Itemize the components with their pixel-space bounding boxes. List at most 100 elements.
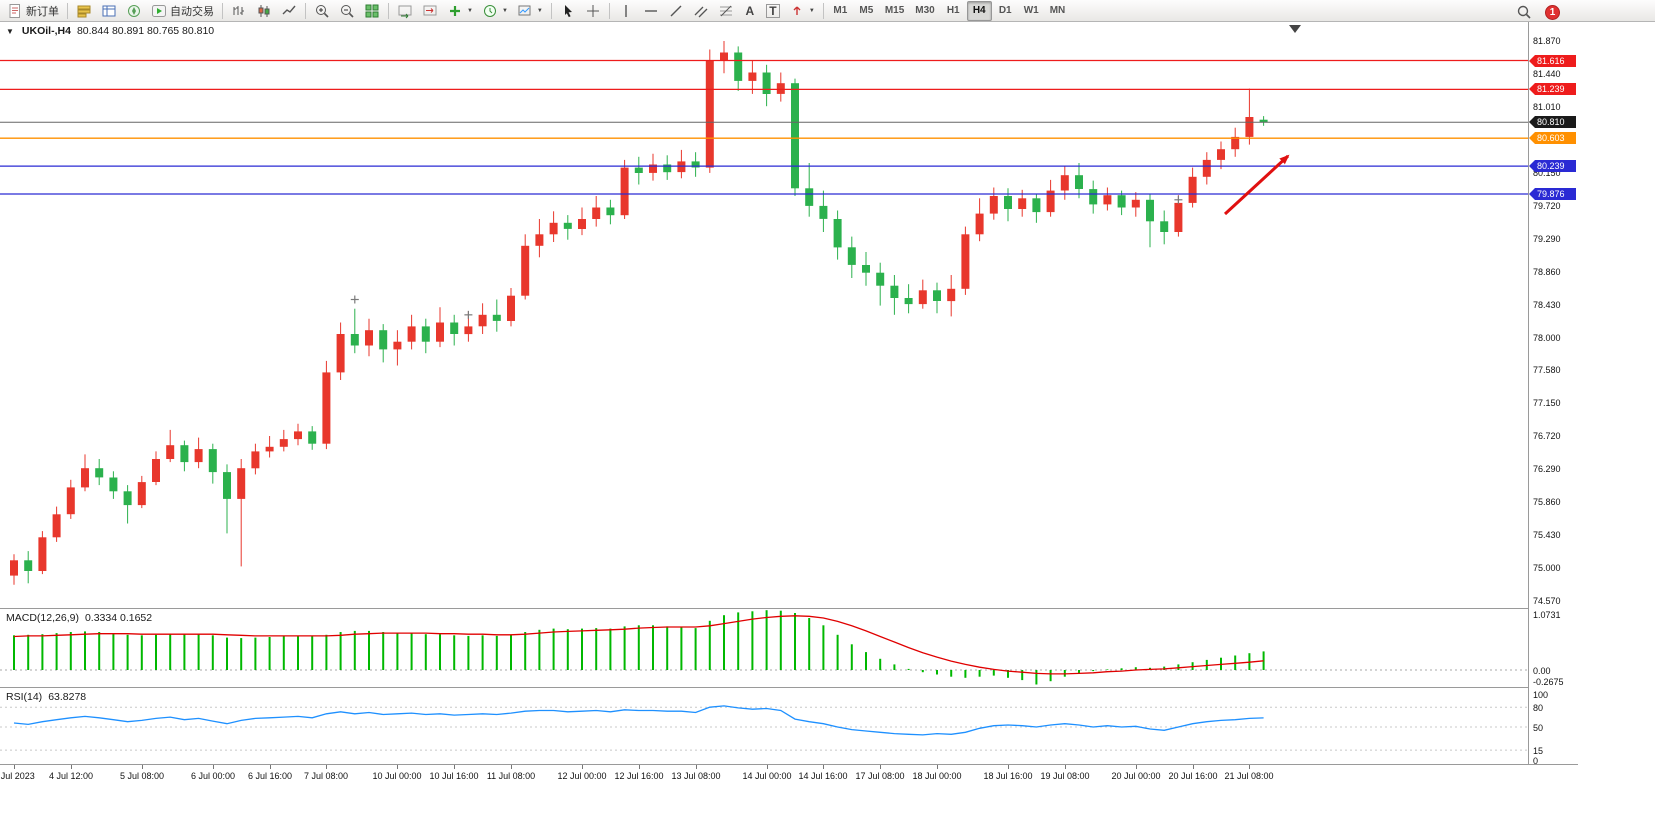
macd-panel[interactable]: MACD(12,26,9) 0.3334 0.1652 — [0, 608, 1528, 687]
bar-chart-button[interactable] — [227, 1, 251, 21]
new-order-label: 新订单 — [26, 5, 59, 18]
text-icon: A — [745, 3, 755, 18]
price-badge-79.876: 79.876 — [1529, 188, 1576, 200]
timeframe-m1-button[interactable]: M1 — [833, 5, 848, 16]
dropdown-caret-icon: ▼ — [808, 7, 815, 14]
price-axis-label: 79.720 — [1533, 201, 1561, 211]
chart-shift-icon — [423, 5, 437, 15]
candlestick-chart-button[interactable] — [252, 1, 276, 21]
time-axis-tick — [1136, 765, 1137, 769]
fibonacci-button[interactable] — [714, 1, 738, 21]
price-axis-label: 81.010 — [1533, 102, 1561, 112]
channel-button[interactable] — [689, 1, 713, 21]
timeframe-m30-button[interactable]: M30 — [915, 5, 935, 16]
line-chart-icon — [282, 5, 296, 14]
crosshair-button[interactable] — [581, 1, 605, 21]
candlestick-chart[interactable] — [0, 22, 1528, 608]
zoom-out-button[interactable] — [335, 1, 359, 21]
dropdown-caret-icon: ▼ — [467, 7, 473, 14]
notification-count: 1 — [1549, 6, 1556, 18]
trendline-icon — [670, 5, 682, 16]
navigator-button[interactable] — [122, 1, 146, 21]
channel-icon — [694, 6, 708, 17]
time-axis-tick — [213, 765, 214, 769]
time-axis-label: 13 Jul 08:00 — [671, 771, 721, 781]
horizontal-line-icon — [644, 9, 657, 12]
search-button[interactable] — [1512, 2, 1536, 22]
market-watch-button[interactable] — [72, 1, 96, 21]
time-axis[interactable]: 3 Jul 2023 4 Jul 12:00 5 Jul 08:00 6 Jul 00… — [0, 764, 1578, 785]
label-icon: T — [766, 3, 780, 18]
timeframe-group: M1 M5 M15 M30 H1 H4 D1 W1 MN — [828, 0, 1070, 21]
trendline-button[interactable] — [664, 1, 688, 21]
timeframe-h1-button[interactable]: H1 — [946, 5, 960, 16]
annotation-arrow[interactable] — [1223, 154, 1290, 216]
data-window-button[interactable] — [97, 1, 121, 21]
period-button[interactable]: ▼ — [478, 1, 512, 21]
auto-scroll-icon — [398, 5, 412, 18]
chart-window: ▼ UKOil-,H4 80.844 80.891 80.765 80.810 … — [0, 22, 1578, 785]
macd-histogram — [13, 610, 1265, 685]
notification-badge[interactable]: 1 — [1545, 4, 1560, 20]
zoom-in-button[interactable] — [310, 1, 334, 21]
cursor-button[interactable] — [556, 1, 580, 21]
tile-windows-button[interactable] — [360, 1, 384, 21]
rsi-panel[interactable]: RSI(14) 63.8278 — [0, 687, 1528, 764]
price-badge-81.616: 81.616 — [1529, 55, 1576, 67]
time-axis-label: 20 Jul 00:00 — [1111, 771, 1161, 781]
price-axis-label: 75.430 — [1533, 530, 1561, 540]
time-axis-label: 20 Jul 16:00 — [1168, 771, 1218, 781]
chart-shift-marker[interactable] — [1289, 25, 1301, 33]
time-axis-tick — [880, 765, 881, 769]
dropdown-caret-icon: ▼ — [501, 7, 508, 14]
time-axis-tick — [397, 765, 398, 769]
time-axis-label: 17 Jul 08:00 — [855, 771, 905, 781]
rsi-value: 63.8278 — [48, 691, 87, 703]
templates-button[interactable]: ▼ — [513, 1, 547, 21]
add-indicator-button[interactable]: ▼ — [443, 1, 477, 21]
price-axis-label: 75.000 — [1533, 563, 1561, 573]
main-chart-panel[interactable]: ▼ UKOil-,H4 80.844 80.891 80.765 80.810 — [0, 22, 1528, 608]
time-axis-tick — [1065, 765, 1066, 769]
time-axis-label: 4 Jul 12:00 — [48, 771, 94, 781]
timeframe-m15-button[interactable]: M15 — [884, 5, 905, 16]
collapse-icon[interactable]: ▼ — [6, 27, 14, 36]
macd-name: MACD(12,26,9) — [6, 612, 79, 624]
price-badge-80.603: 80.603 — [1529, 132, 1576, 144]
toolbar-separator — [822, 2, 824, 19]
cursor-icon — [564, 4, 572, 17]
price-axis-label: 78.000 — [1533, 333, 1561, 343]
macd-axis-label: 1.0731 — [1533, 610, 1561, 620]
arrows-button[interactable]: ▼ — [785, 1, 819, 21]
vertical-line-button[interactable] — [614, 1, 638, 21]
new-order-button[interactable]: 新订单 — [3, 1, 63, 21]
timeframe-d1-button[interactable]: D1 — [998, 5, 1012, 16]
chart-shift-button[interactable] — [418, 1, 442, 21]
auto-trading-button[interactable]: 自动交易 — [147, 1, 218, 21]
text-tool-button[interactable]: A — [739, 1, 761, 21]
macd-title: MACD(12,26,9) 0.3334 0.1652 — [6, 612, 152, 624]
price-axis-label: 80.150 — [1533, 168, 1561, 178]
timeframe-m5-button[interactable]: M5 — [859, 5, 874, 16]
timeframe-mn-button[interactable]: MN — [1049, 5, 1066, 16]
price-axis-label: 74.570 — [1533, 596, 1561, 606]
time-axis-label: 10 Jul 00:00 — [372, 771, 422, 781]
timeframe-w1-button[interactable]: W1 — [1023, 5, 1039, 16]
price-axis[interactable]: 81.87081.44081.01080.58080.15079.72079.2… — [1528, 22, 1578, 766]
timeframe-h4-button[interactable]: H4 — [966, 0, 992, 21]
line-chart-button[interactable] — [277, 1, 301, 21]
time-axis-label: 14 Jul 00:00 — [742, 771, 792, 781]
time-axis-tick — [511, 765, 512, 769]
rsi-axis-label: 50 — [1533, 723, 1544, 733]
price-axis-label: 79.290 — [1533, 234, 1561, 244]
time-axis-label: 5 Jul 08:00 — [119, 771, 165, 781]
horizontal-line-button[interactable] — [639, 1, 663, 21]
rsi-title: RSI(14) 63.8278 — [6, 691, 86, 703]
time-axis-label: 18 Jul 00:00 — [912, 771, 962, 781]
search-icon — [1517, 5, 1531, 19]
auto-scroll-button[interactable] — [393, 1, 417, 21]
rsi-line — [13, 705, 1264, 736]
label-tool-button[interactable]: T — [762, 1, 784, 21]
toolbar-separator — [550, 2, 552, 19]
time-axis-tick — [582, 765, 583, 769]
